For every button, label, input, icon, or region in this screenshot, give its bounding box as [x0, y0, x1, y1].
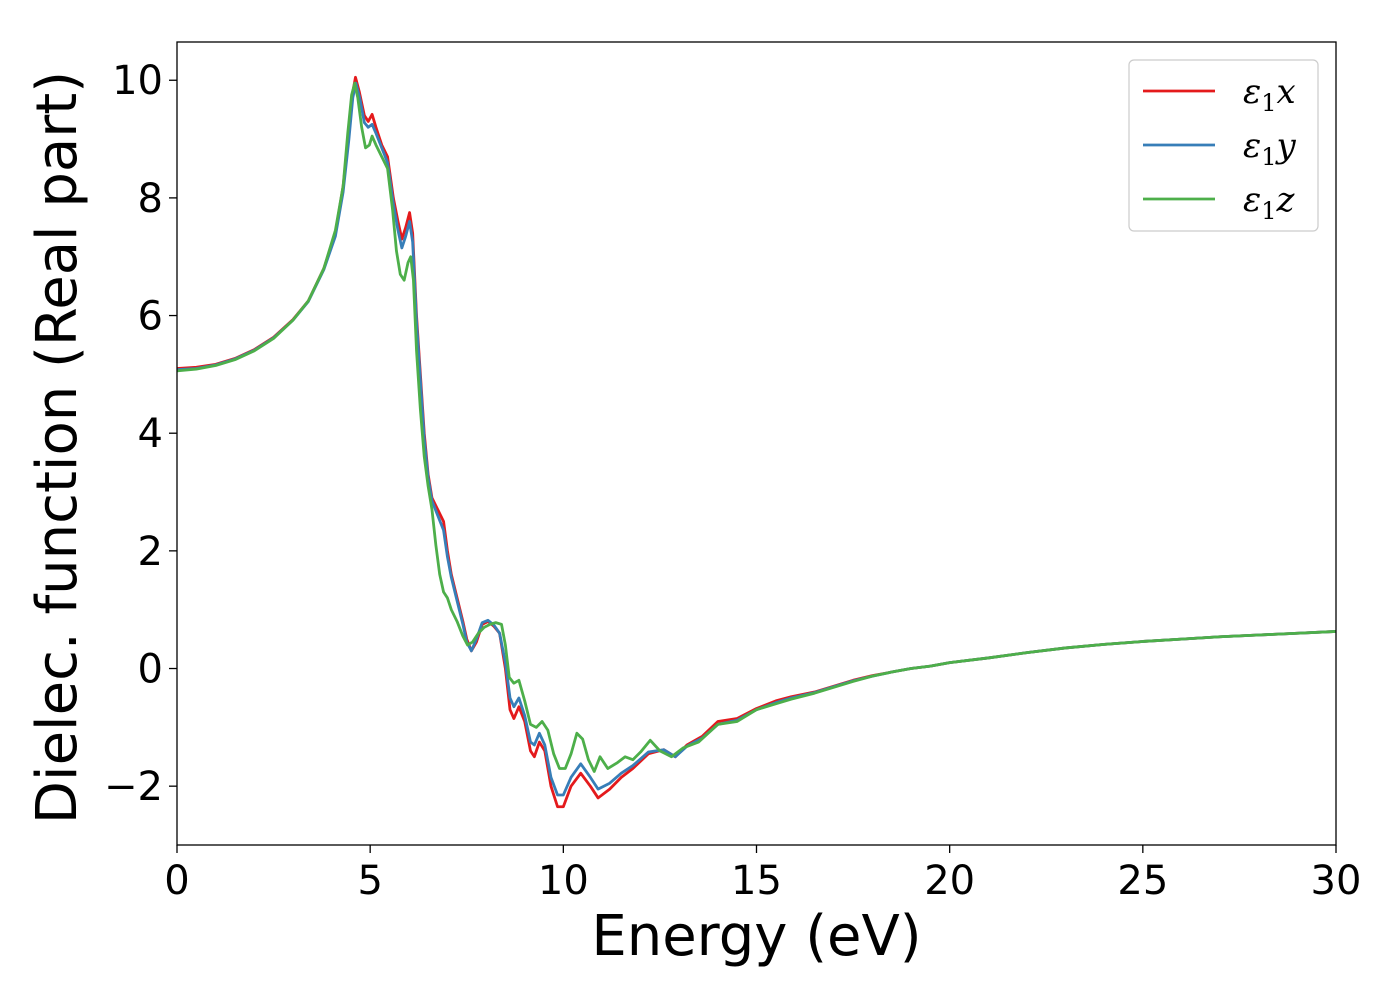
x-tick-label: 25	[1117, 858, 1168, 904]
x-axis-ticks: 0 5 10 15 20 25 30	[164, 845, 1361, 904]
y-tick-label: 0	[138, 647, 163, 693]
x-tick-label: 0	[164, 858, 189, 904]
legend-label: ε1x	[1243, 72, 1296, 117]
y-axis-ticks: −2 0 2 4 6 8 10	[104, 58, 177, 810]
y-tick-label: 6	[138, 294, 163, 340]
x-tick-label: 10	[538, 858, 589, 904]
series-line-eps1z	[177, 81, 1336, 773]
legend-label: ε1y	[1243, 126, 1297, 171]
series-layer	[177, 75, 1336, 809]
y-tick-label: 4	[138, 411, 163, 457]
y-tick-label: 10	[112, 58, 163, 104]
legend-item-eps1z: ε1z	[1143, 180, 1296, 225]
x-tick-label: 15	[731, 858, 782, 904]
y-tick-label: 8	[138, 176, 163, 222]
legend-item-eps1y: ε1y	[1143, 126, 1297, 171]
legend-item-eps1x: ε1x	[1143, 72, 1296, 117]
y-axis-title: Dielec. function (Real part)	[25, 71, 90, 824]
x-axis-title: Energy (eV)	[591, 904, 921, 969]
x-tick-label: 5	[357, 858, 382, 904]
y-tick-label: −2	[104, 764, 163, 810]
x-tick-label: 20	[924, 858, 975, 904]
legend-label: ε1z	[1243, 180, 1296, 225]
legend-box	[1128, 59, 1319, 232]
y-tick-label: 2	[138, 529, 163, 575]
legend: ε1x ε1y ε1z	[1128, 59, 1319, 232]
x-tick-label: 30	[1311, 858, 1362, 904]
